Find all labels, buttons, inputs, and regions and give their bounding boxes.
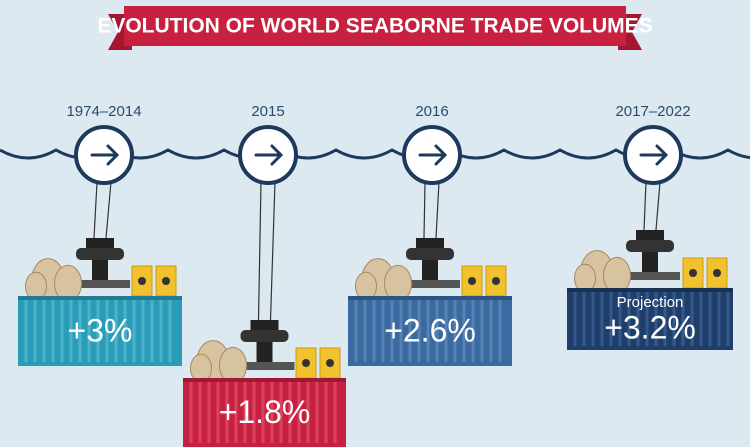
period-label: 2017–2022 bbox=[615, 103, 690, 120]
crane bbox=[416, 238, 444, 248]
container bbox=[567, 288, 733, 350]
container-top bbox=[18, 296, 182, 300]
cable bbox=[643, 181, 647, 231]
title-ribbon bbox=[124, 6, 626, 46]
barrel-drop bbox=[162, 277, 170, 285]
crane bbox=[250, 320, 279, 330]
barrel-drop bbox=[468, 277, 476, 285]
container-top bbox=[348, 296, 512, 300]
barrel-drop bbox=[713, 269, 721, 277]
cable bbox=[435, 181, 440, 239]
barrel-drop bbox=[326, 359, 334, 367]
note: Projection bbox=[617, 294, 684, 311]
items: 1974–2014 +3% 2015 +1.8% 2016 +2.6% 2017–2022 P… bbox=[18, 103, 733, 447]
timeline-item: 2017–2022 Projection+3.2% bbox=[567, 103, 733, 350]
crane-bar bbox=[620, 272, 680, 280]
timeline-item: 2015 +1.8% bbox=[183, 103, 346, 447]
timeline-item: 1974–2014 +3% bbox=[18, 103, 182, 366]
cable bbox=[257, 181, 262, 321]
period-label: 1974–2014 bbox=[66, 103, 141, 120]
cable bbox=[655, 181, 661, 231]
cable bbox=[269, 181, 276, 321]
cable bbox=[105, 181, 112, 239]
crane-bar bbox=[70, 280, 130, 288]
crane bbox=[256, 342, 273, 362]
growth-value: +2.6% bbox=[384, 312, 476, 348]
crane-bar bbox=[234, 362, 295, 370]
crane bbox=[422, 260, 438, 280]
crane bbox=[626, 240, 674, 252]
barrel-drop bbox=[138, 277, 146, 285]
crane bbox=[642, 252, 658, 272]
crane-bar bbox=[400, 280, 460, 288]
cable bbox=[423, 181, 426, 239]
crane bbox=[76, 248, 124, 260]
arrow-icon bbox=[418, 144, 448, 166]
crane bbox=[86, 238, 114, 248]
crane bbox=[406, 248, 454, 260]
barrel-drop bbox=[492, 277, 500, 285]
timeline-item: 2016 +2.6% bbox=[348, 103, 512, 366]
growth-value: +1.8% bbox=[219, 394, 311, 430]
title: EVOLUTION OF WORLD SEABORNE TRADE VOLUME… bbox=[97, 15, 652, 38]
barrel-drop bbox=[689, 269, 697, 277]
arrow-icon bbox=[90, 144, 120, 166]
container-top bbox=[183, 378, 346, 382]
crane bbox=[92, 260, 108, 280]
container-top bbox=[567, 288, 733, 292]
growth-value: +3.2% bbox=[604, 309, 696, 345]
crane bbox=[240, 330, 289, 342]
arrow-icon bbox=[254, 144, 284, 166]
barrel-drop bbox=[302, 359, 310, 367]
growth-value: +3% bbox=[68, 312, 133, 348]
crane bbox=[636, 230, 664, 240]
arrow-icon bbox=[639, 144, 669, 166]
period-label: 2016 bbox=[415, 103, 448, 120]
cable bbox=[93, 181, 98, 239]
period-label: 2015 bbox=[251, 103, 284, 120]
